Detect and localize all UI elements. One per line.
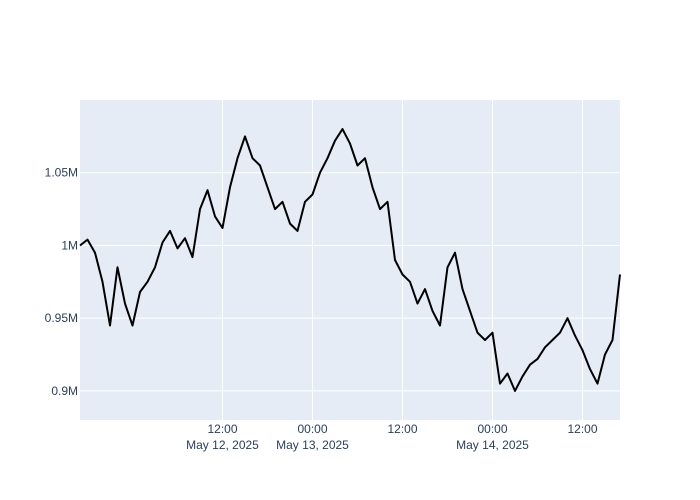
y-tick-label: 1.05M (45, 166, 78, 180)
grid-lines (80, 100, 620, 420)
y-tick-label: 0.9M (51, 384, 78, 398)
series-line (79, 128, 621, 392)
x-tick-label: 00:00 (297, 422, 327, 436)
x-tick-date-label: May 13, 2025 (276, 438, 349, 452)
x-tick-label: 12:00 (387, 422, 417, 436)
y-tick-label: 0.95M (45, 311, 78, 325)
x-tick-label: 12:00 (567, 422, 597, 436)
x-axis-dates: May 12, 2025 May 13, 2025 May 14, 2025 (186, 438, 529, 452)
x-tick-date-label: May 14, 2025 (456, 438, 529, 452)
x-tick-label: 00:00 (477, 422, 507, 436)
x-axis: 12:00 00:00 12:00 00:00 12:00 (207, 422, 597, 436)
plot-background (80, 100, 620, 420)
x-tick-date-label: May 12, 2025 (186, 438, 259, 452)
y-axis: 0.9M 0.95M 1M 1.05M (45, 166, 78, 398)
x-tick-label: 12:00 (207, 422, 237, 436)
y-tick-label: 1M (61, 238, 78, 252)
